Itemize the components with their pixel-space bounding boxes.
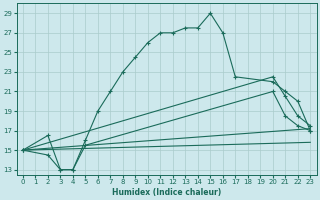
X-axis label: Humidex (Indice chaleur): Humidex (Indice chaleur)	[112, 188, 221, 197]
